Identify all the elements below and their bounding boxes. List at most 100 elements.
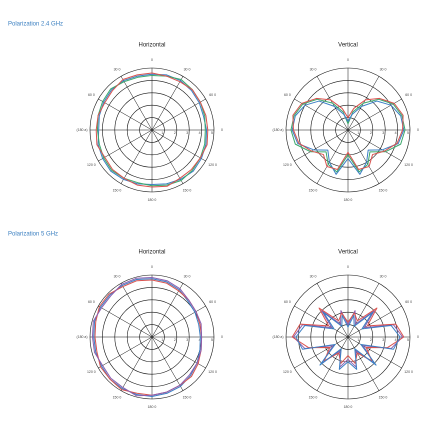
spoke	[294, 305, 349, 338]
theta-tick-label: 30 0	[114, 274, 121, 278]
spoke	[316, 336, 349, 391]
theta-tick-label: 150 0	[309, 396, 318, 400]
polar-line	[291, 100, 405, 175]
theta-tick-label: 60 0	[284, 93, 291, 97]
theta-tick-label: 0	[151, 58, 153, 62]
theta-tick-label: 120 0	[404, 370, 413, 374]
polar-line	[91, 276, 203, 397]
theta-tick-label: 180 0	[344, 198, 353, 202]
spoke	[98, 98, 153, 131]
theta-tick-label: 30 0	[184, 67, 191, 71]
theta-tick-label: (180 a)	[272, 335, 283, 339]
chart-title: Vertical	[338, 43, 358, 49]
theta-tick-label: 150 0	[183, 189, 192, 193]
spoke	[347, 336, 380, 391]
polar-line	[95, 72, 209, 188]
theta-tick-label: 150 0	[309, 189, 318, 193]
spoke	[347, 283, 380, 338]
theta-tick-label: 150 0	[379, 189, 388, 193]
r-tick-label: 4	[395, 338, 397, 342]
spoke	[151, 76, 184, 131]
polar-chart: Vertical 1 2 3 4 5 0 30 0 60 0 0 120 0 150 0 180 0 15…	[272, 250, 419, 409]
theta-tick-label: 120 0	[283, 370, 292, 374]
spoke	[120, 129, 153, 184]
theta-tick-label: 120 0	[404, 163, 413, 167]
theta-tick-label: 30 0	[114, 67, 121, 71]
spoke	[151, 336, 184, 391]
r-tick-label: 1	[357, 131, 359, 135]
polar-line	[292, 97, 404, 171]
polar-line	[97, 73, 208, 186]
theta-tick-label: 60 0	[405, 93, 412, 97]
theta-tick-label: 0	[221, 128, 223, 132]
polar-chart: Horizontal 1 2 3 4 5 0 30 0 60 0 0 120 0 150 0 180 0…	[76, 43, 223, 202]
spoke	[347, 336, 402, 369]
theta-tick-label: (180 a)	[76, 128, 87, 132]
theta-tick-label: 30 0	[310, 67, 317, 71]
r-tick-label: 2	[174, 131, 176, 135]
theta-tick-label: 0	[417, 335, 419, 339]
section-heading: Polarization 5 GHz	[8, 232, 58, 238]
theta-tick-label: 180 0	[344, 405, 353, 409]
theta-tick-label: 60 0	[284, 300, 291, 304]
theta-tick-label: 0	[347, 58, 349, 62]
spoke	[151, 129, 206, 162]
theta-tick-label: (180 a)	[272, 128, 283, 132]
r-tick-label: 2	[370, 131, 372, 135]
theta-tick-label: 150 0	[379, 396, 388, 400]
theta-tick-label: 0	[151, 265, 153, 269]
chart-title: Vertical	[338, 250, 358, 256]
r-tick-label: 2	[370, 338, 372, 342]
theta-tick-label: (180 a)	[76, 335, 87, 339]
polar-line	[292, 310, 404, 368]
spoke	[120, 283, 153, 338]
r-tick-label: 2	[174, 338, 176, 342]
theta-tick-label: 30 0	[310, 274, 317, 278]
r-tick-label: 4	[395, 131, 397, 135]
r-tick-label: 3	[186, 338, 188, 342]
theta-tick-label: 150 0	[183, 396, 192, 400]
section-heading: Polarization 2.4 GHz	[8, 22, 63, 28]
spoke	[98, 129, 153, 162]
r-tick-label: 5	[211, 338, 213, 342]
spoke	[294, 336, 349, 369]
spoke	[151, 283, 184, 338]
theta-tick-label: 60 0	[209, 300, 216, 304]
theta-tick-label: 120 0	[208, 163, 217, 167]
spoke	[347, 129, 380, 184]
theta-tick-label: 60 0	[88, 93, 95, 97]
theta-tick-label: 150 0	[113, 396, 122, 400]
chart-title: Horizontal	[138, 43, 165, 49]
theta-tick-label: 180 0	[148, 405, 157, 409]
chart-title: Horizontal	[138, 250, 165, 256]
theta-tick-label: 0	[221, 335, 223, 339]
r-tick-label: 5	[211, 131, 213, 135]
spoke	[151, 98, 206, 131]
theta-tick-label: 120 0	[283, 163, 292, 167]
theta-tick-label: 150 0	[113, 189, 122, 193]
spoke	[120, 336, 153, 391]
spoke	[151, 305, 206, 338]
spoke	[98, 336, 153, 369]
r-tick-label: 5	[407, 338, 409, 342]
spoke	[120, 76, 153, 131]
theta-tick-label: 60 0	[209, 93, 216, 97]
theta-tick-label: 0	[347, 265, 349, 269]
r-tick-label: 1	[357, 338, 359, 342]
spoke	[98, 305, 153, 338]
r-tick-label: 3	[382, 338, 384, 342]
polar-line	[93, 278, 201, 398]
r-tick-label: 3	[382, 131, 384, 135]
theta-tick-label: 180 0	[148, 198, 157, 202]
theta-tick-label: 120 0	[87, 163, 96, 167]
r-tick-label: 4	[199, 338, 201, 342]
theta-tick-label: 60 0	[88, 300, 95, 304]
polar-chart: Vertical 1 2 3 4 5 0 30 0 60 0 0 120 0 150 0 180 0 15…	[272, 43, 419, 202]
polar-chart: Horizontal 1 2 3 4 5 0 30 0 60 0 0 120 0 150 0 180 0…	[76, 250, 223, 409]
r-tick-label: 1	[161, 131, 163, 135]
theta-tick-label: 30 0	[184, 274, 191, 278]
theta-tick-label: 30 0	[380, 274, 387, 278]
spoke	[294, 129, 349, 162]
polar-line	[290, 98, 406, 173]
